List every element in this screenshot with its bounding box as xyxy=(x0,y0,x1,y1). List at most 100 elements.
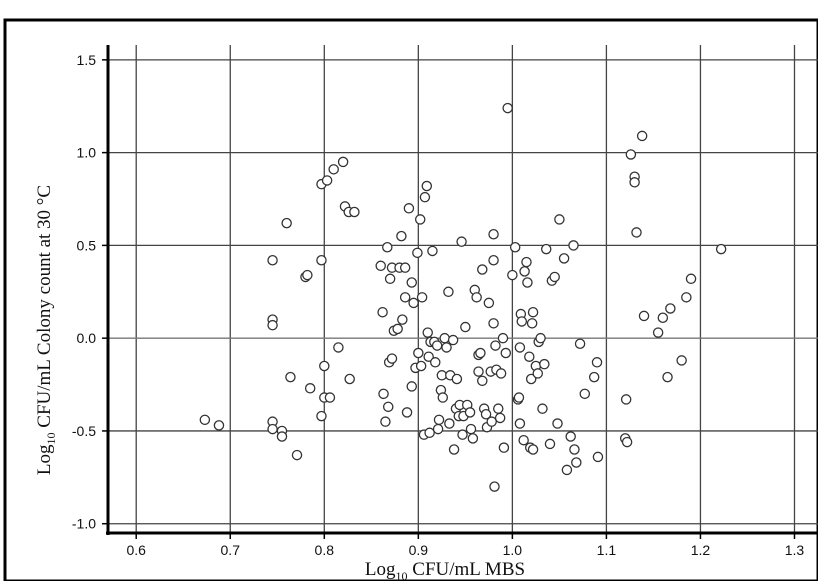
data-point xyxy=(549,271,560,283)
data-point xyxy=(456,236,467,247)
data-point xyxy=(561,464,573,476)
data-point xyxy=(285,371,296,383)
data-point xyxy=(521,256,532,268)
data-point xyxy=(500,347,512,359)
y-axis-title-post: CFU/mL Colony count at 30 °C xyxy=(34,185,55,433)
x-tick-label: 1.3 xyxy=(785,542,805,558)
data-point xyxy=(522,277,533,288)
data-point xyxy=(408,297,419,309)
data-point xyxy=(324,392,336,403)
data-point xyxy=(403,203,415,214)
data-point xyxy=(554,214,565,225)
data-point xyxy=(424,427,435,439)
data-point xyxy=(328,164,339,175)
data-point xyxy=(552,418,563,429)
data-point xyxy=(447,334,459,346)
data-point xyxy=(276,431,288,442)
y-tick-label: -1.0 xyxy=(72,516,96,532)
data-point xyxy=(514,342,526,353)
data-point xyxy=(509,242,521,253)
y-tick-label: -0.5 xyxy=(72,423,96,439)
data-point xyxy=(281,217,292,229)
data-point xyxy=(489,481,500,492)
data-point xyxy=(439,332,450,344)
data-point xyxy=(571,457,582,468)
x-tick-labels: 0.6 0.7 0.8 0.9 1.0 1.1 1.2 1.3 xyxy=(126,542,804,558)
data-point xyxy=(676,355,687,366)
axes xyxy=(102,45,818,539)
data-point xyxy=(316,254,327,266)
data-point xyxy=(382,242,393,253)
data-point xyxy=(377,306,388,318)
data-point xyxy=(421,180,433,192)
data-point xyxy=(433,414,445,426)
data-point xyxy=(406,381,417,392)
data-point xyxy=(415,360,427,372)
data-point xyxy=(378,388,389,400)
x-tick-label: 1.2 xyxy=(691,542,711,558)
data-point xyxy=(419,191,431,203)
data-point xyxy=(629,177,640,188)
data-point xyxy=(588,371,600,383)
data-point xyxy=(302,269,313,281)
data-point xyxy=(507,269,518,281)
data-points xyxy=(199,102,727,492)
y-tick-label: 1.0 xyxy=(77,145,97,161)
y-axis-title-pre: Log xyxy=(34,444,55,475)
data-point xyxy=(621,436,633,448)
data-point xyxy=(349,206,360,218)
data-point xyxy=(574,338,586,349)
data-point xyxy=(451,373,463,385)
x-tick-label: 1.0 xyxy=(503,542,523,558)
data-point xyxy=(423,351,434,362)
data-point xyxy=(494,412,506,424)
data-point xyxy=(519,266,530,277)
data-point xyxy=(493,403,504,414)
y-tick-labels: -1.0 -0.5 0.0 0.5 1.0 1.5 xyxy=(72,52,96,532)
data-point xyxy=(467,433,479,444)
data-point xyxy=(291,449,303,461)
data-point xyxy=(495,368,507,379)
data-point xyxy=(380,416,391,427)
data-point xyxy=(427,245,438,257)
data-point xyxy=(526,318,538,329)
data-point xyxy=(532,368,544,379)
data-point xyxy=(565,431,576,442)
data-point xyxy=(665,303,676,314)
data-point xyxy=(483,297,495,309)
data-point xyxy=(631,227,642,238)
data-point xyxy=(430,357,441,368)
data-point xyxy=(465,423,477,435)
x-tick-label: 0.8 xyxy=(315,542,335,558)
y-tick-label: 0.5 xyxy=(77,237,97,253)
data-point xyxy=(527,306,539,318)
data-point xyxy=(444,418,455,429)
data-point xyxy=(337,156,349,168)
grid-lines xyxy=(108,45,818,533)
data-point xyxy=(401,407,413,418)
data-point xyxy=(399,262,411,273)
data-point xyxy=(477,264,488,275)
data-point xyxy=(527,444,539,455)
data-point xyxy=(636,130,648,142)
data-point xyxy=(524,351,535,362)
data-point xyxy=(213,420,225,431)
data-point xyxy=(525,373,537,385)
data-point xyxy=(375,260,386,272)
data-point xyxy=(464,407,476,418)
x-axis-title-pre: Log xyxy=(365,559,396,580)
x-axis-title: Log10 CFU/mL MBS xyxy=(365,559,525,581)
data-point xyxy=(537,403,548,414)
data-point xyxy=(321,175,333,186)
data-point xyxy=(591,357,603,368)
x-tick-label: 0.9 xyxy=(409,542,429,558)
data-point xyxy=(535,332,546,344)
data-point xyxy=(441,342,452,353)
data-point xyxy=(471,292,482,303)
data-point xyxy=(518,434,529,446)
data-point xyxy=(498,442,510,453)
data-point xyxy=(638,310,650,322)
data-point xyxy=(502,102,513,114)
